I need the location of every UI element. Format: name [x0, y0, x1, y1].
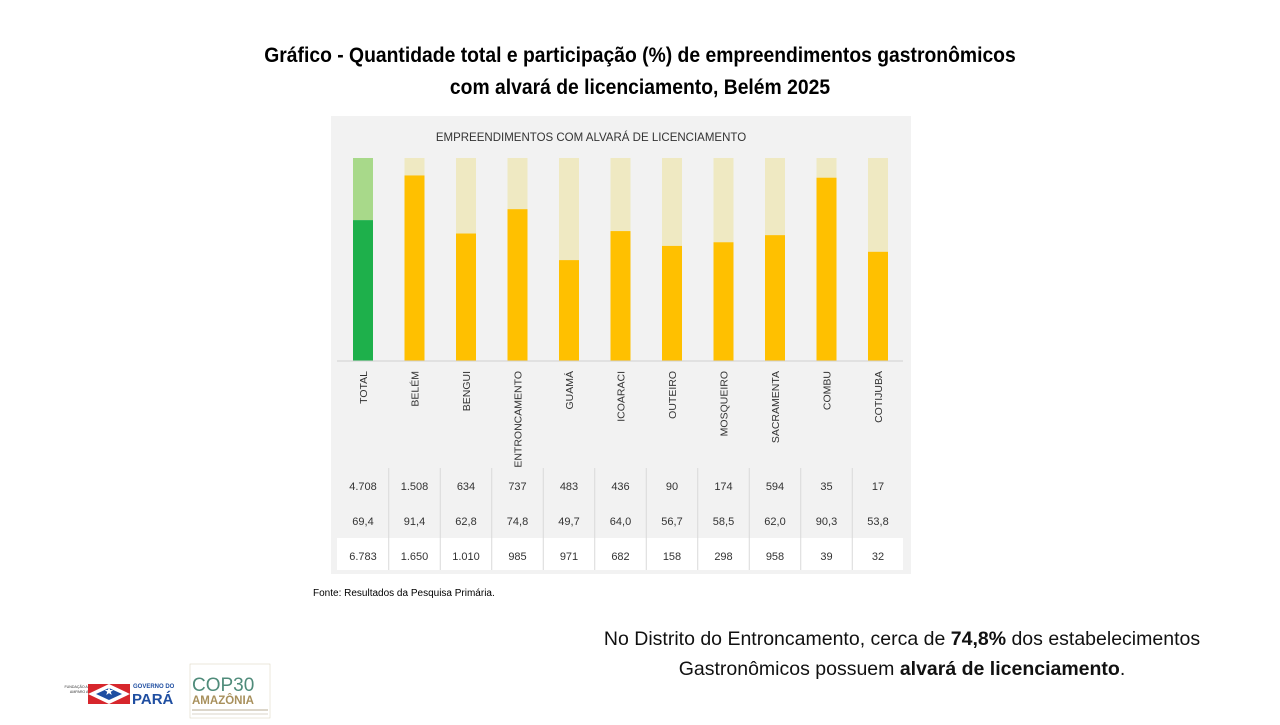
note-line-1-pre: No Distrito do Entroncamento, cerca de — [603, 628, 951, 650]
bar-licensed-5 — [610, 231, 631, 361]
chart-panel: EMPREENDIMENTOS COM ALVARÁ DE LICENCIAME… — [331, 116, 911, 574]
table-cell: 1.650 — [401, 551, 429, 563]
table-cell: 69,4 — [352, 516, 373, 528]
logos-svg: FUNDAÇÃO AMAZÔNIA DE AMPARO A ESTUDOS E … — [64, 663, 271, 719]
note-line-1-bold: 74,8% — [950, 628, 1007, 650]
table-cell: 634 — [457, 481, 475, 493]
bar-licensed-0 — [353, 220, 373, 361]
bar-remainder-0 — [353, 158, 373, 221]
category-label-8: SACRAMENTA — [770, 371, 782, 443]
table-cell: 62,0 — [764, 516, 785, 528]
governo-do-text: GOVERNO DO — [133, 684, 175, 690]
chart-svg: EMPREENDIMENTOS COM ALVARÁ DE LICENCIAME… — [337, 131, 903, 570]
table-cell: 298 — [714, 551, 732, 563]
category-label-3: ENTRONCAMENTO — [513, 371, 525, 468]
bar-licensed-8 — [765, 235, 785, 361]
table-cell: 64,0 — [610, 516, 631, 528]
cop30-text: COP30 — [192, 675, 254, 696]
table-cell: 74,8 — [507, 516, 528, 528]
table-cell: 35 — [820, 481, 832, 493]
category-label-2: BENGUI — [461, 371, 473, 411]
bar-remainder-4 — [559, 158, 579, 261]
bar-remainder-9 — [816, 158, 837, 178]
bar-licensed-2 — [456, 233, 476, 361]
table-cell: 62,8 — [455, 516, 476, 528]
note-line-2: Gastronômicos possuem alvará de licencia… — [560, 654, 1244, 684]
table-cell: 90,3 — [816, 516, 837, 528]
bars-group — [337, 158, 903, 362]
fapespa-text-1: FUNDAÇÃO AMAZÔNIA DE — [64, 684, 110, 689]
category-label-4: GUAMÁ — [563, 371, 576, 410]
category-label-1: BELÉM — [409, 371, 422, 407]
note-line-2-post: . — [1119, 658, 1126, 680]
bar-remainder-6 — [662, 158, 682, 246]
footer-logos: FUNDAÇÃO AMAZÔNIA DE AMPARO A ESTUDOS E … — [30, 660, 280, 720]
bar-licensed-7 — [713, 242, 734, 361]
governo-para-logo: GOVERNO DO PARÁ — [132, 684, 175, 708]
source-note: Fonte: Resultados da Pesquisa Primária. — [313, 588, 495, 599]
note-line-1: No Distrito do Entroncamento, cerca de 7… — [560, 624, 1244, 654]
bar-remainder-3 — [507, 158, 528, 210]
category-label-6: OUTEIRO — [667, 371, 679, 419]
table-cell: 91,4 — [404, 516, 425, 528]
data-table-group: 4.708 1.508 634 737 483 436 90 174 594 35 17 69,4 91… — [337, 468, 903, 570]
category-label-5: ICOARACI — [616, 371, 628, 422]
table-cell: 49,7 — [558, 516, 579, 528]
table-cell: 1.010 — [452, 551, 480, 563]
table-cell: 682 — [611, 551, 629, 563]
category-label-0: TOTAL — [358, 371, 370, 404]
table-cell: 56,7 — [661, 516, 682, 528]
highlight-note: No Distrito do Entroncamento, cerca de 7… — [560, 624, 1244, 684]
bar-remainder-1 — [404, 158, 425, 176]
category-label-9: COMBU — [822, 371, 834, 410]
bar-remainder-2 — [456, 158, 476, 234]
category-label-10: COTIJUBA — [873, 371, 885, 423]
table-cell: 436 — [611, 481, 629, 493]
table-cell: 985 — [508, 551, 526, 563]
table-cell: 958 — [766, 551, 784, 563]
table-cell: 594 — [766, 481, 784, 493]
table-cell: 174 — [714, 481, 732, 493]
note-line-2-bold: alvará de licenciamento — [899, 658, 1120, 680]
category-label-7: MOSQUEIRO — [719, 371, 731, 436]
para-flag-icon — [88, 684, 130, 704]
table-cell: 32 — [872, 551, 884, 563]
table-cell: 90 — [666, 481, 678, 493]
para-text: PARÁ — [132, 691, 174, 708]
table-cell: 53,8 — [867, 516, 888, 528]
bar-licensed-10 — [868, 251, 888, 361]
title-line-1: Gráfico - Quantidade total e participaçã… — [264, 44, 1016, 67]
table-cell: 1.508 — [401, 481, 429, 493]
amazonia-text: AMAZÔNIA — [192, 694, 254, 707]
table-cell: 737 — [508, 481, 526, 493]
bar-licensed-6 — [662, 245, 682, 361]
table-row-bg-3 — [337, 538, 903, 570]
table-cell: 6.783 — [349, 551, 377, 563]
bar-remainder-8 — [765, 158, 785, 236]
table-cell: 158 — [663, 551, 681, 563]
page-title: Gráfico - Quantidade total e participaçã… — [180, 40, 1100, 104]
bar-licensed-3 — [507, 209, 528, 361]
title-line-2: com alvará de licenciamento, Belém 2025 — [449, 76, 831, 99]
bar-remainder-7 — [713, 158, 734, 243]
table-cell: 17 — [872, 481, 884, 493]
cop30-logo: COP30 AMAZÔNIA — [189, 663, 271, 719]
table-cell: 4.708 — [349, 481, 377, 493]
table-cell: 971 — [560, 551, 578, 563]
category-labels-group: TOTAL BELÉM BENGUI ENTRONCAMENTO GUAMÁ ICOARA… — [358, 371, 885, 468]
bar-remainder-5 — [610, 158, 631, 232]
bar-licensed-1 — [404, 175, 425, 361]
table-cell: 58,5 — [713, 516, 734, 528]
bar-licensed-9 — [816, 177, 837, 361]
bar-remainder-10 — [868, 158, 888, 252]
bar-licensed-4 — [559, 260, 579, 361]
chart-title: EMPREENDIMENTOS COM ALVARÁ DE LICENCIAME… — [436, 131, 746, 144]
note-line-2-pre: Gastronômicos possuem — [678, 658, 900, 680]
note-line-1-post: dos estabelecimentos — [1006, 628, 1201, 650]
table-cell: 39 — [820, 551, 832, 563]
table-cell: 483 — [560, 481, 578, 493]
